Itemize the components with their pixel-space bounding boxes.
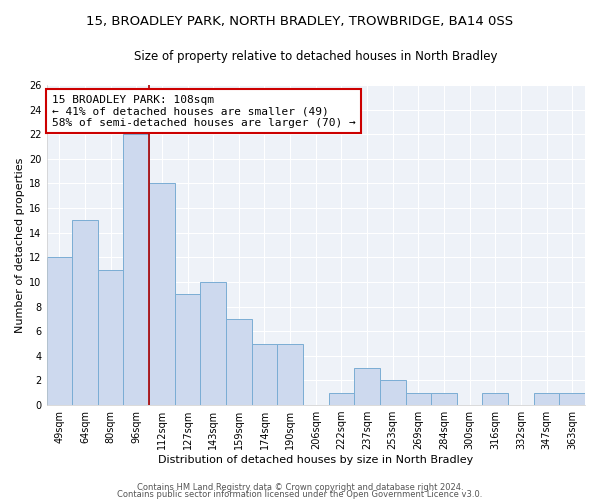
Bar	[47, 258, 72, 405]
Bar	[98, 270, 124, 405]
Bar	[431, 393, 457, 405]
Bar	[175, 294, 200, 405]
Bar	[534, 393, 559, 405]
Bar	[354, 368, 380, 405]
Bar	[200, 282, 226, 405]
Bar	[124, 134, 149, 405]
Bar	[226, 319, 251, 405]
Text: Contains public sector information licensed under the Open Government Licence v3: Contains public sector information licen…	[118, 490, 482, 499]
Bar	[559, 393, 585, 405]
Text: 15 BROADLEY PARK: 108sqm
← 41% of detached houses are smaller (49)
58% of semi-d: 15 BROADLEY PARK: 108sqm ← 41% of detach…	[52, 94, 356, 128]
Text: Contains HM Land Registry data © Crown copyright and database right 2024.: Contains HM Land Registry data © Crown c…	[137, 484, 463, 492]
Bar	[149, 184, 175, 405]
Bar	[329, 393, 354, 405]
Title: Size of property relative to detached houses in North Bradley: Size of property relative to detached ho…	[134, 50, 497, 63]
Bar	[406, 393, 431, 405]
Bar	[277, 344, 303, 405]
Bar	[380, 380, 406, 405]
Y-axis label: Number of detached properties: Number of detached properties	[15, 158, 25, 332]
Bar	[251, 344, 277, 405]
Bar	[482, 393, 508, 405]
X-axis label: Distribution of detached houses by size in North Bradley: Distribution of detached houses by size …	[158, 455, 473, 465]
Bar	[72, 220, 98, 405]
Text: 15, BROADLEY PARK, NORTH BRADLEY, TROWBRIDGE, BA14 0SS: 15, BROADLEY PARK, NORTH BRADLEY, TROWBR…	[86, 15, 514, 28]
